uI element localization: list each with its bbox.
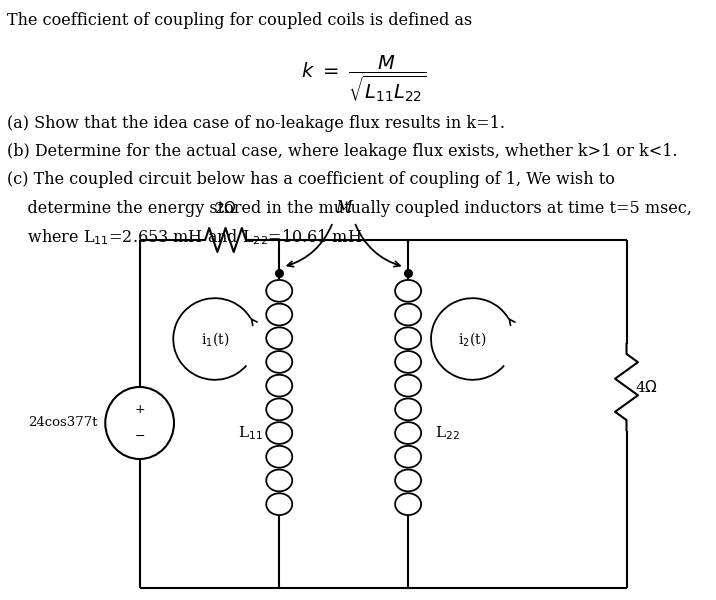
Text: 24cos377t: 24cos377t: [29, 416, 98, 430]
Text: (b) Determine for the actual case, where leakage flux exists, whether k>1 or k<1: (b) Determine for the actual case, where…: [7, 143, 678, 160]
Text: 4$\Omega$: 4$\Omega$: [635, 379, 658, 395]
Text: M: M: [335, 199, 352, 216]
Text: determine the energy stored in the mutually coupled inductors at time t=5 msec,: determine the energy stored in the mutua…: [7, 200, 692, 217]
Text: −: −: [135, 430, 145, 443]
Text: (c) The coupled circuit below has a coefficient of coupling of 1, We wish to: (c) The coupled circuit below has a coef…: [7, 172, 615, 188]
Text: i$_2$(t): i$_2$(t): [458, 330, 487, 348]
Text: L$_{11}$: L$_{11}$: [238, 425, 263, 442]
Text: i$_1$(t): i$_1$(t): [200, 330, 229, 348]
Text: +: +: [135, 403, 145, 416]
Text: The coefficient of coupling for coupled coils is defined as: The coefficient of coupling for coupled …: [7, 12, 473, 29]
Text: L$_{22}$: L$_{22}$: [435, 425, 460, 442]
Text: where L$_{11}$=2.653 mH and L$_{22}$=10.61 mH.: where L$_{11}$=2.653 mH and L$_{22}$=10.…: [7, 228, 367, 247]
Text: $k\ =\ \dfrac{M}{\sqrt{L_{11}L_{22}}}$: $k\ =\ \dfrac{M}{\sqrt{L_{11}L_{22}}}$: [301, 53, 427, 104]
Text: 2$\Omega$: 2$\Omega$: [214, 200, 237, 216]
Text: (a) Show that the idea case of no-leakage flux results in k=1.: (a) Show that the idea case of no-leakag…: [7, 115, 505, 132]
